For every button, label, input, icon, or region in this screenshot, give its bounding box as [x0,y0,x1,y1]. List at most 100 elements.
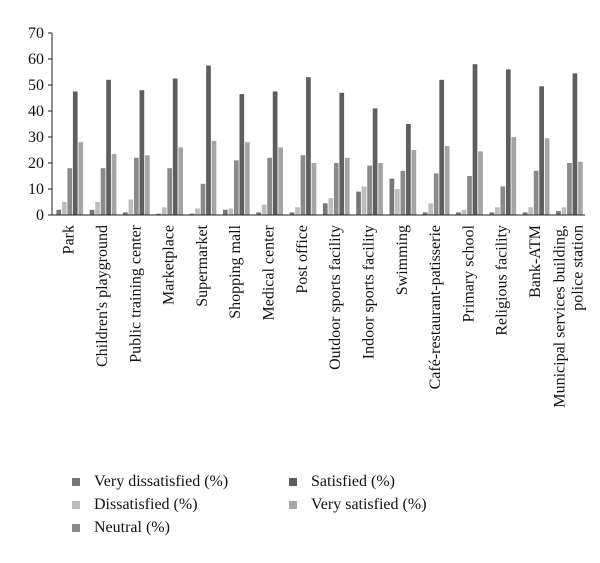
bar [556,211,561,215]
x-tick-label: Café-restaurant-patisserie [427,225,444,389]
bar [567,163,572,215]
y-axis: 0 10 20 30 40 50 60 70 [28,25,53,224]
bar [406,124,411,215]
x-tick-label: Outdoor sports facility [327,225,344,370]
bar [472,64,478,215]
bar [123,212,128,215]
bar [395,189,400,215]
bar [361,186,367,215]
x-tick-label: Post office [294,225,311,294]
legend-label: Dissatisfied (%) [94,496,198,513]
legend-item-very-satisfied: Very satisfied (%) [289,496,427,514]
legend-label: Very dissatisfied (%) [94,473,229,490]
bar [356,191,361,215]
bar [444,146,450,215]
legend-swatch [289,478,297,486]
legend-swatch [72,524,80,532]
x-tick-label: Religious facility [494,225,511,336]
bar [156,213,162,215]
bar [572,73,578,215]
x-tick-label: Supermarket [194,224,211,306]
bar [172,78,178,215]
bar [95,202,100,215]
bar [300,155,306,215]
bar [511,137,517,215]
y-tick-label: 30 [28,129,44,146]
bar [256,212,261,215]
bar [500,186,506,215]
bar [528,207,533,215]
bar [195,208,200,215]
legend: Very dissatisfied (%) Dissatisfied (%) N… [0,465,600,555]
legend-label: Neutral (%) [94,519,170,536]
bar [344,157,350,215]
bar [378,163,383,215]
y-tick-label: 0 [36,207,44,224]
bar [178,147,184,215]
bar [322,203,328,215]
x-tick-label: Municipal services building, [551,225,568,408]
bar [372,108,378,215]
bar [367,165,372,215]
bar [306,77,311,215]
bar [522,212,528,215]
bar [206,65,211,215]
bar [200,183,206,215]
bar [411,150,417,215]
bar [400,170,406,215]
bar [211,140,217,215]
bar [67,168,73,215]
bar [267,157,272,215]
x-tick-label: Medical center [261,224,278,320]
bar [244,142,250,215]
y-tick-label: 50 [28,77,44,94]
legend-item-very-dissatisfied: Very dissatisfied (%) [72,473,228,491]
bar [111,153,117,215]
x-tick-label: Park [61,225,78,254]
bar [106,79,111,215]
bar [439,79,445,215]
bar [278,147,283,215]
bar [544,138,550,215]
bar [456,212,461,215]
bar [189,213,195,215]
bar [222,209,228,215]
legend-item-dissatisfied: Dissatisfied (%) [72,496,198,514]
bar-chart: 0 10 20 30 40 50 60 70 Park Children's playgroun… [28,25,586,408]
bar [128,199,134,215]
legend-item-neutral: Neutral (%) [72,519,170,537]
y-tick-label: 10 [28,181,44,198]
x-tick-label: Public training center [127,224,144,362]
bar [61,202,67,215]
bar [333,163,339,215]
bar [100,168,106,215]
bar [533,170,539,215]
x-tick-label: Shopping mall [227,224,244,318]
bar [494,207,500,215]
legend-swatch [289,501,297,509]
bar [578,161,583,215]
legend-swatch [72,478,80,486]
bar [289,212,295,215]
bar [261,204,267,215]
legend-label: Satisfied (%) [311,473,395,490]
bar [467,176,472,215]
bars [56,64,583,216]
bar [233,160,239,215]
bar [161,207,167,215]
bar [78,142,84,215]
bar [539,86,544,215]
bar [428,203,434,215]
bar [89,209,95,215]
x-tick-label: Primary school [460,224,477,322]
bar [134,157,139,215]
legend-label: Very satisfied (%) [311,496,427,513]
bar [239,94,245,215]
x-tick-label: Indoor sports facility [360,225,377,359]
bar [505,69,511,216]
bar [561,207,567,215]
bar [339,92,345,215]
x-axis: Park Children's playground Public training… [52,214,586,408]
bar [489,212,495,215]
x-tick-label: Marketplace [161,225,178,305]
